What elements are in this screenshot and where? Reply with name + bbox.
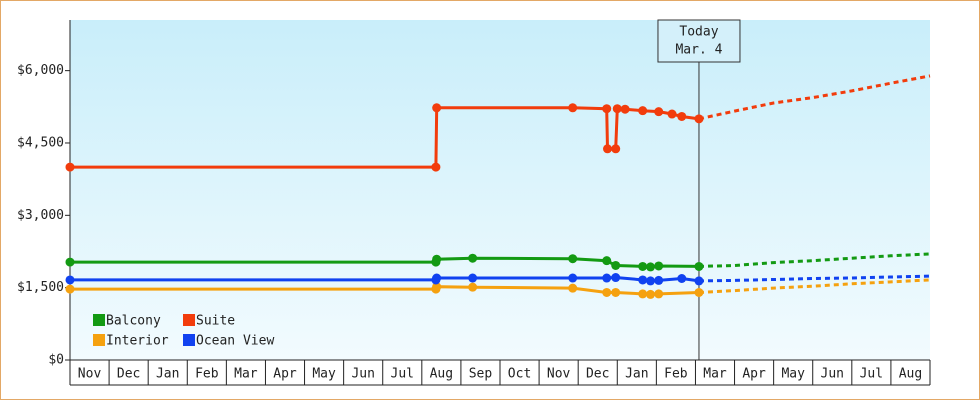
data-point — [677, 111, 687, 121]
data-point — [646, 276, 655, 286]
x-tick-label: Mar — [234, 367, 258, 382]
data-point — [646, 289, 655, 299]
x-tick-label: Oct — [508, 367, 531, 382]
data-point — [602, 287, 612, 297]
data-point — [602, 256, 612, 266]
legend-label: Suite — [196, 314, 235, 329]
data-point — [568, 273, 578, 283]
data-point — [432, 273, 442, 283]
y-tick-label: $1,500 — [17, 280, 64, 295]
x-tick-label: Feb — [664, 367, 688, 382]
legend-swatch — [93, 314, 105, 326]
today-label: Mar. 4 — [675, 43, 722, 58]
data-point — [602, 273, 612, 283]
x-tick-label: Sep — [469, 367, 493, 382]
data-point — [620, 104, 630, 114]
x-tick-label: Jan — [625, 367, 648, 382]
data-point — [468, 282, 478, 292]
forecast-line — [698, 74, 931, 121]
x-tick-label: Nov — [78, 367, 102, 382]
data-point — [468, 273, 478, 283]
data-point — [694, 276, 704, 286]
data-point — [568, 254, 578, 264]
x-tick-label: Feb — [195, 367, 219, 382]
data-point — [432, 254, 442, 264]
x-tick-label: May — [312, 367, 336, 382]
legend-label: Ocean View — [196, 334, 274, 349]
x-tick-label: Jul — [391, 367, 414, 382]
x-tick-label: Apr — [742, 367, 766, 382]
x-tick-label: May — [781, 367, 805, 382]
data-point — [694, 261, 704, 271]
data-point — [603, 144, 612, 154]
data-point — [65, 275, 75, 285]
data-point — [65, 162, 75, 172]
data-point — [65, 284, 75, 294]
data-point — [638, 275, 648, 285]
x-tick-label: Nov — [547, 367, 571, 382]
data-point — [611, 260, 621, 270]
data-point — [612, 104, 622, 114]
x-tick-label: Dec — [117, 367, 140, 382]
y-tick-label: $6,000 — [17, 63, 64, 78]
legend-swatch — [183, 334, 195, 346]
data-point — [468, 253, 478, 263]
data-point — [568, 283, 578, 293]
data-point — [654, 275, 664, 285]
today-label: Today — [679, 25, 718, 40]
data-point — [654, 261, 664, 271]
legend-label: Balcony — [106, 314, 161, 329]
data-point — [694, 287, 704, 297]
x-tick-label: Dec — [586, 367, 609, 382]
legend-swatch — [183, 314, 195, 326]
data-point — [677, 273, 687, 283]
data-point — [611, 144, 621, 154]
forecast-line — [698, 252, 931, 268]
data-point — [654, 107, 664, 117]
data-point — [638, 289, 648, 299]
x-tick-label: Aug — [899, 367, 922, 382]
plot-area — [70, 20, 930, 360]
today-box — [657, 19, 741, 63]
data-point — [65, 257, 75, 267]
data-point — [611, 273, 621, 283]
y-tick-label: $4,500 — [17, 135, 64, 150]
x-tick-label: Jun — [351, 367, 374, 382]
data-point — [667, 109, 677, 119]
y-tick-label: $3,000 — [17, 208, 64, 223]
data-point — [638, 261, 648, 271]
x-tick-label: Aug — [430, 367, 453, 382]
data-point — [638, 106, 648, 116]
x-tick-label: Mar — [703, 367, 727, 382]
data-point — [654, 289, 664, 299]
x-tick-label: Apr — [273, 367, 297, 382]
x-tick-label: Jan — [156, 367, 179, 382]
data-point — [694, 114, 704, 124]
data-point — [602, 104, 612, 114]
data-point — [646, 262, 655, 272]
legend-label: Interior — [106, 334, 169, 349]
data-point — [432, 282, 442, 292]
y-tick-label: $0 — [48, 353, 64, 368]
x-tick-label: Jul — [860, 367, 883, 382]
forecast-line — [698, 274, 931, 283]
data-point — [568, 103, 578, 113]
data-point — [431, 162, 441, 172]
data-point — [432, 103, 442, 113]
forecast-line — [698, 278, 931, 294]
data-point — [611, 287, 621, 297]
legend-swatch — [93, 334, 105, 346]
x-tick-label: Jun — [821, 367, 844, 382]
